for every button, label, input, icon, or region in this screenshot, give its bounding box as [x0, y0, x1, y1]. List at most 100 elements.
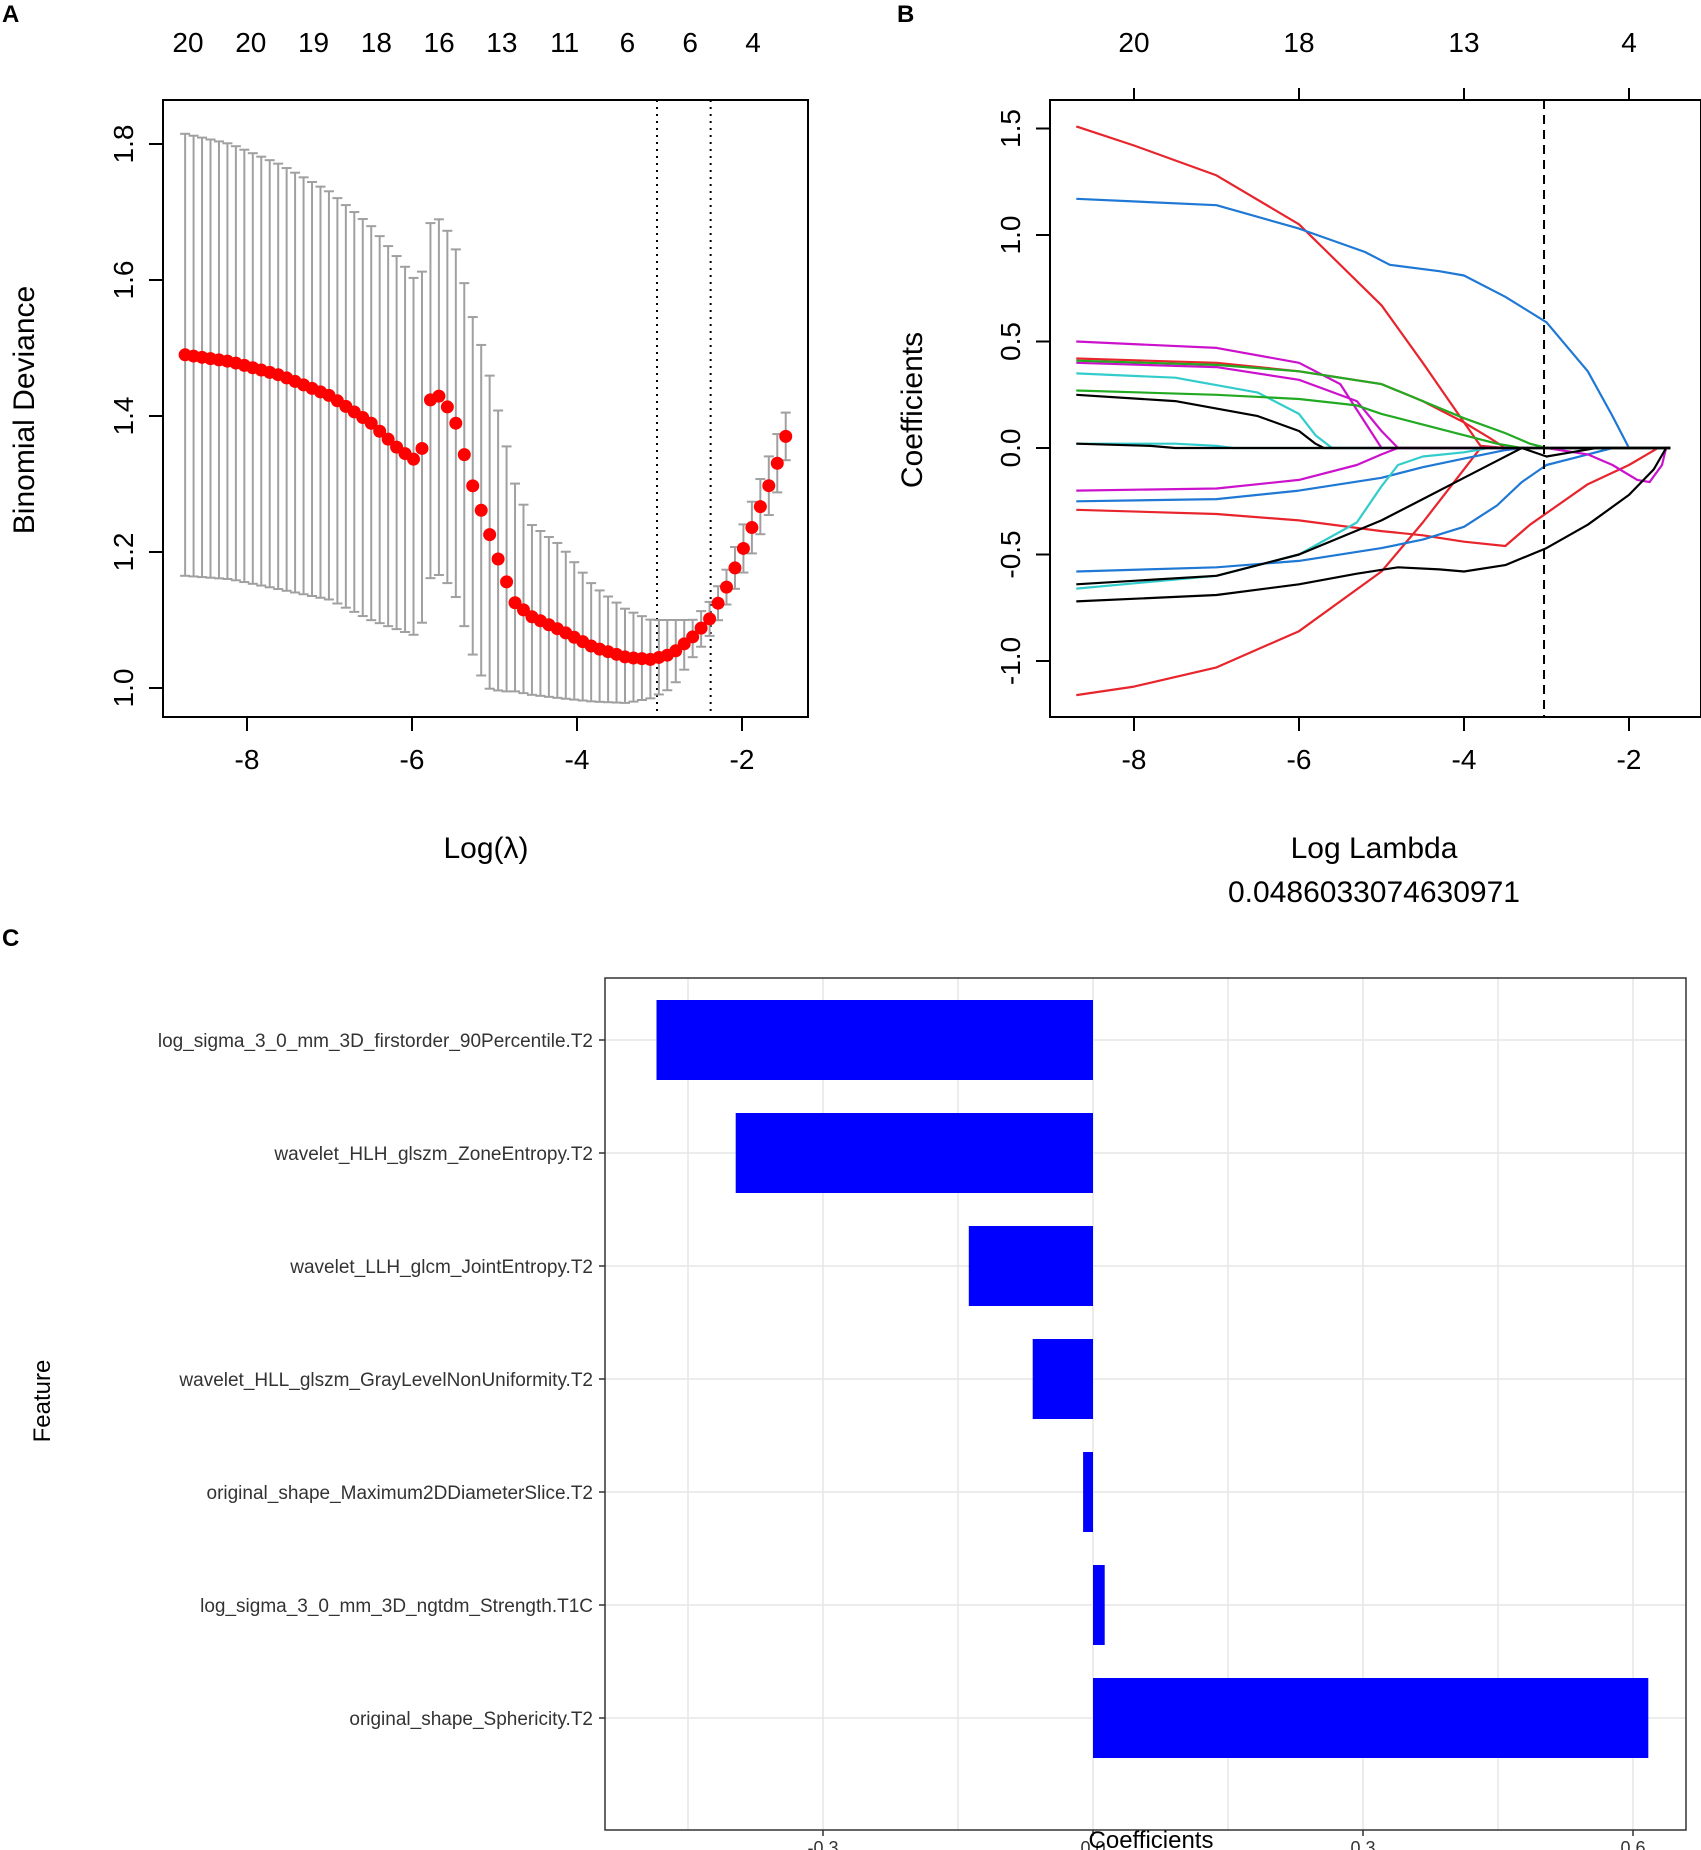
- feature-label: original_shape_Sphericity.T2: [349, 1709, 593, 1730]
- coefficient-path: [1076, 446, 1671, 603]
- x-tick-label: -6: [1287, 744, 1312, 775]
- x-tick-label: -0.3: [807, 1838, 838, 1850]
- panel-label-c: C: [2, 925, 19, 952]
- top-axis-label: 16: [424, 27, 455, 58]
- deviance-point: [483, 528, 497, 542]
- x-tick-label: -8: [235, 744, 260, 775]
- deviance-point: [728, 561, 742, 575]
- panel-b-coefficient-path-plot: -8 -6 -4 -2 -1.0 -0.5 0.0 0.5 1.0 1.5 20 18 13 4 Lo…: [896, 27, 1701, 909]
- coefficient-path: [1076, 197, 1671, 450]
- top-axis-label: 13: [486, 27, 517, 58]
- panel-b-coefficient-paths: [1075, 100, 1671, 717]
- top-axis-label: 11: [550, 27, 579, 58]
- panel-a-frame: [162, 99, 809, 718]
- deviance-point: [432, 389, 446, 403]
- panel-a-xlabel: Log(λ): [443, 832, 528, 865]
- y-tick-label: 1.0: [108, 669, 139, 708]
- deviance-point: [711, 596, 725, 610]
- deviance-point: [381, 432, 395, 446]
- panel-c-feature-bar-chart: log_sigma_3_0_mm_3D_firstorder_90Percent…: [29, 977, 1687, 1850]
- x-tick-label: -6: [400, 744, 425, 775]
- deviance-point: [720, 580, 734, 594]
- y-tick-label: -1.0: [995, 637, 1026, 685]
- panel-label-b: B: [897, 1, 914, 28]
- x-tick-label: -2: [730, 744, 755, 775]
- feature-label: wavelet_HLH_glszm_ZoneEntropy.T2: [273, 1144, 593, 1165]
- top-axis-label: 19: [298, 27, 329, 58]
- top-axis-label: 4: [1621, 27, 1637, 58]
- top-axis-label: 13: [1448, 27, 1479, 58]
- deviance-point: [694, 621, 708, 635]
- deviance-point: [457, 448, 471, 462]
- deviance-point: [491, 552, 505, 566]
- feature-bar: [968, 1226, 1093, 1306]
- x-tick-label: -4: [1452, 744, 1477, 775]
- top-axis-label: 20: [235, 27, 266, 58]
- deviance-point: [736, 541, 750, 555]
- panel-a-ylabel: Binomial Deviance: [8, 286, 41, 534]
- top-axis-label: 4: [745, 27, 761, 58]
- deviance-point: [762, 479, 776, 493]
- top-axis-label: 20: [1118, 27, 1149, 58]
- coefficient-path: [1076, 446, 1671, 590]
- x-tick-label: -2: [1617, 744, 1642, 775]
- panel-c-xlabel: Coefficients: [1089, 1827, 1214, 1850]
- top-axis-label: 18: [1283, 27, 1314, 58]
- deviance-point: [440, 400, 454, 414]
- panel-b-lambda-value: 0.0486033074630971: [1228, 876, 1520, 909]
- feature-label: log_sigma_3_0_mm_3D_firstorder_90Percent…: [158, 1031, 593, 1052]
- deviance-point: [745, 521, 759, 535]
- coefficient-path: [1076, 340, 1671, 450]
- coefficient-path: [1076, 446, 1671, 548]
- feature-label: wavelet_LLH_glcm_JointEntropy.T2: [289, 1257, 593, 1278]
- x-tick-label: -8: [1122, 744, 1147, 775]
- coefficient-path: [1076, 359, 1671, 450]
- x-tick-label: 0.6: [1620, 1838, 1645, 1850]
- panel-c-bars: [656, 1000, 1649, 1758]
- top-axis-label: 20: [172, 27, 203, 58]
- feature-bar: [1093, 1678, 1649, 1758]
- y-tick-label: 1.5: [995, 109, 1026, 148]
- panel-c-ylabel: Feature: [29, 1360, 56, 1443]
- x-tick-label: -4: [565, 744, 590, 775]
- deviance-point: [703, 612, 717, 626]
- y-tick-label: 0.0: [995, 429, 1026, 468]
- feature-bar: [1083, 1452, 1093, 1532]
- deviance-point: [500, 575, 514, 589]
- coefficient-path: [1076, 446, 1671, 492]
- deviance-point: [407, 452, 421, 466]
- y-tick-label: 1.6: [108, 261, 139, 300]
- feature-label: log_sigma_3_0_mm_3D_ngtdm_Strength.T1C: [200, 1596, 593, 1617]
- coefficient-path: [1076, 446, 1671, 697]
- panel-b-xlabel: Log Lambda: [1291, 832, 1458, 865]
- coefficient-path: [1076, 389, 1671, 450]
- feature-bar: [656, 1000, 1093, 1080]
- panel-b-ylabel: Coefficients: [896, 332, 929, 488]
- feature-bar: [735, 1113, 1093, 1193]
- panel-label-a: A: [2, 1, 19, 28]
- feature-bar: [1093, 1565, 1105, 1645]
- feature-label: original_shape_Maximum2DDiameterSlice.T2: [207, 1483, 594, 1504]
- y-tick-label: 1.2: [108, 533, 139, 572]
- panel-b-frame: [1049, 99, 1701, 718]
- deviance-point: [753, 500, 767, 514]
- y-tick-label: -0.5: [995, 530, 1026, 578]
- deviance-point: [770, 456, 784, 470]
- panel-a-points: [178, 348, 793, 666]
- y-tick-label: 1.0: [995, 216, 1026, 255]
- deviance-point: [779, 429, 793, 443]
- deviance-point: [364, 416, 378, 430]
- y-tick-label: 1.8: [108, 125, 139, 164]
- y-tick-label: 1.4: [108, 397, 139, 436]
- feature-bar: [1032, 1339, 1093, 1419]
- y-tick-label: 0.5: [995, 322, 1026, 361]
- coefficient-path: [1076, 442, 1671, 450]
- panel-a-deviance-plot: -8 -6 -4 -2 1.0 1.2 1.4 1.6 1.8 20 20 19 18 16 13 11 6…: [8, 27, 809, 865]
- top-axis-label: 18: [361, 27, 392, 58]
- x-tick-label: 0.3: [1350, 1838, 1375, 1850]
- x-tick-label: 0.0: [1080, 1838, 1105, 1850]
- feature-label: wavelet_HLL_glszm_GrayLevelNonUniformity…: [178, 1370, 593, 1391]
- deviance-point: [466, 479, 480, 493]
- panel-a-errorbars: [180, 132, 791, 704]
